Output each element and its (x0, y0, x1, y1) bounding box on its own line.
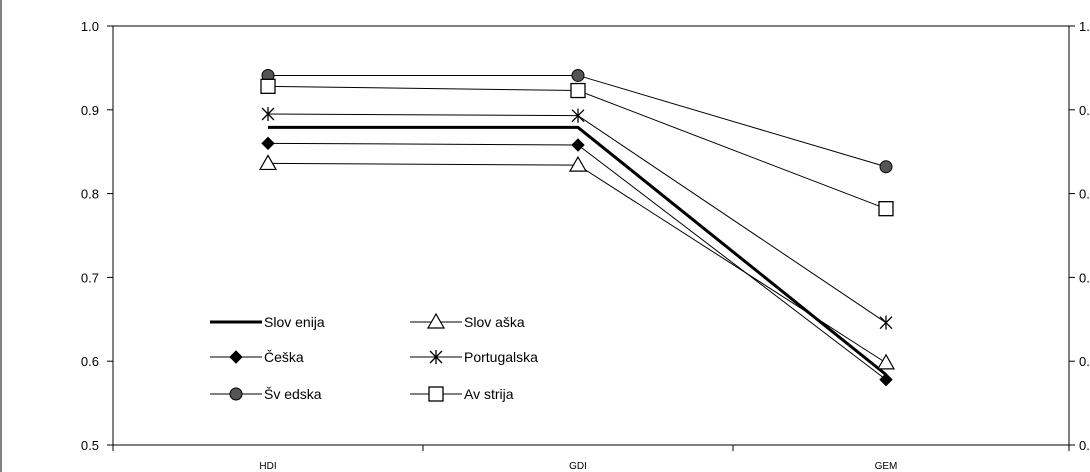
triangle-marker (426, 312, 446, 329)
y-tick-label-right: 0.7 (1079, 270, 1090, 285)
star-marker (261, 106, 275, 121)
series-none (268, 125, 887, 376)
triangle-marker (258, 154, 278, 171)
y-tick-label-left: 0.7 (81, 270, 99, 285)
y-tick-label-right: 0.8 (1079, 187, 1090, 202)
diamond-marker (261, 136, 275, 151)
legend-label: Av strija (464, 386, 514, 402)
series-square (260, 78, 894, 217)
y-tick-label-left: 0.8 (81, 187, 99, 202)
legend-label: Portugalska (464, 349, 538, 365)
y-tick-label-left: 0.9 (81, 103, 99, 118)
series-star (261, 106, 893, 330)
circle-marker (229, 387, 243, 401)
series-line (267, 142, 887, 381)
series-diamond (261, 136, 893, 387)
x-category-label: GEM (875, 461, 898, 472)
y-tick-label-right: 0.5 (1079, 438, 1090, 453)
legend-item: Av strija (410, 386, 514, 402)
triangle-marker (876, 353, 896, 370)
legend-item: Slov aška (410, 312, 525, 330)
legend-item: Slov enija (210, 314, 325, 330)
series-line (267, 162, 887, 364)
diamond-marker (571, 138, 585, 152)
legend-item: Portugalska (410, 349, 538, 365)
legend-item: Šv edska (210, 386, 322, 402)
series-triangle (258, 154, 896, 370)
circle-marker (571, 68, 585, 82)
legend-label: Šv edska (264, 386, 322, 402)
plot-frame (112, 25, 1070, 446)
y-tick-label-right: 1.0 (1079, 19, 1090, 34)
triangle-marker (568, 155, 588, 172)
square-marker (570, 82, 586, 99)
star-marker (571, 108, 585, 123)
legend-label: Slov enija (264, 314, 325, 330)
series-line (268, 125, 887, 376)
legend-label: Slov aška (464, 314, 525, 330)
legend-label: Češka (264, 349, 304, 365)
y-tick-label-left: 1.0 (81, 19, 99, 34)
legend-item: Češka (210, 349, 304, 365)
diamond-marker (879, 372, 893, 387)
chart-legend: Slov enija Slov aška Češka Portugalska Šv ed… (210, 312, 538, 402)
y-tick-label-right: 0.9 (1079, 103, 1090, 118)
y-tick-label-left: 0.6 (81, 354, 99, 369)
y-tick-label-right: 0.6 (1079, 354, 1090, 369)
circle-marker (879, 160, 893, 174)
x-category-label: HDI (259, 461, 276, 472)
diamond-marker (229, 350, 243, 364)
square-marker (428, 386, 444, 402)
square-marker (878, 201, 894, 217)
y-tick-label-left: 0.5 (81, 438, 99, 453)
chart-plot-area (258, 68, 896, 387)
star-marker (879, 315, 893, 330)
star-marker (429, 350, 443, 364)
square-marker (260, 78, 276, 94)
x-category-label: GDI (569, 461, 587, 472)
